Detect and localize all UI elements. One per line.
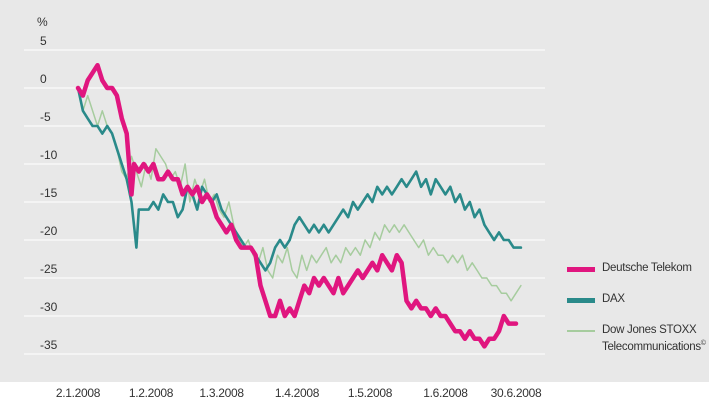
legend-label-text: Dow Jones STOXX Telecommunications xyxy=(602,324,701,353)
series-line-dax xyxy=(76,86,523,272)
legend: Deutsche Telekom DAX Dow Jones STOXX Tel… xyxy=(567,262,707,372)
legend-label: Deutsche Telekom xyxy=(602,262,692,274)
axis-layer: % 5 0 -5 -10 -15 -20 -25 -30 -35 2.1.2008 1.2.2008… xyxy=(37,15,542,400)
legend-swatch-dax xyxy=(567,298,595,303)
y-tick-label: 0 xyxy=(40,72,47,86)
legend-item-deutsche-telekom: Deutsche Telekom xyxy=(567,262,707,275)
y-tick-label: -20 xyxy=(40,224,58,238)
legend-label-superscript: © xyxy=(700,340,706,347)
y-tick-label: -35 xyxy=(40,338,58,352)
x-tick-label: 1.5.2008 xyxy=(348,386,393,400)
x-tick-label: 1.2.2008 xyxy=(129,386,174,400)
y-tick-label: 5 xyxy=(40,34,47,48)
legend-label: Dow Jones STOXX Telecommunications© xyxy=(602,324,707,354)
y-tick-label: -25 xyxy=(40,262,58,276)
legend-label: DAX xyxy=(602,293,625,305)
y-tick-label: -10 xyxy=(40,148,58,162)
series-layer xyxy=(75,62,523,349)
series-line-deutsche-telekom xyxy=(75,62,519,349)
legend-swatch-deutsche-telekom xyxy=(567,267,595,272)
x-tick-label: 1.6.2008 xyxy=(423,386,468,400)
chart-panel xyxy=(0,0,709,382)
y-tick-label: -15 xyxy=(40,186,58,200)
x-tick-label: 1.3.2008 xyxy=(199,386,244,400)
legend-item-dax: DAX xyxy=(567,293,707,306)
y-tick-label: -5 xyxy=(40,110,51,124)
y-tick-label: -30 xyxy=(40,300,58,314)
series-line-dow-jones-stoxx-telecommunications xyxy=(77,87,522,302)
x-tick-label: 1.4.2008 xyxy=(275,386,320,400)
legend-item-stoxx: Dow Jones STOXX Telecommunications© xyxy=(567,324,707,354)
x-tick-label: 2.1.2008 xyxy=(56,386,101,400)
x-tick-label: 30.6.2008 xyxy=(491,386,542,400)
grid-layer xyxy=(24,49,545,355)
y-axis-label: % xyxy=(37,15,48,29)
legend-swatch-stoxx xyxy=(567,330,595,332)
